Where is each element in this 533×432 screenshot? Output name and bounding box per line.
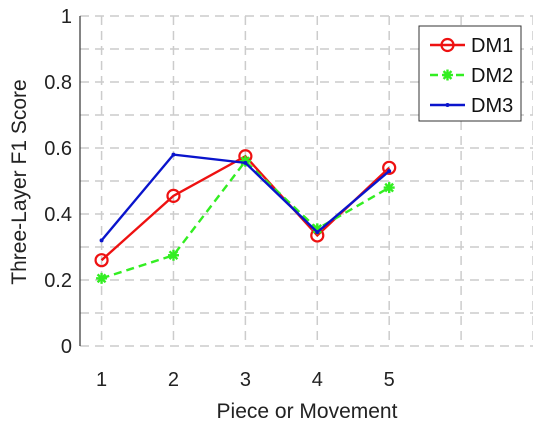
x-tick-label: 2 [168,369,179,391]
data-point [171,152,176,157]
y-tick-label: 0.2 [44,270,72,292]
series [94,149,397,284]
legend-label: DM1 [471,35,513,57]
data-point [315,230,320,235]
y-tick-label: 1 [61,6,72,28]
y-tick-label: 0.8 [44,72,72,94]
legend-marker [445,103,450,107]
legend-marker [442,69,453,81]
y-tick-label: 0.4 [44,204,72,226]
x-tick-label: 5 [384,369,395,391]
data-point [387,169,392,174]
data-point [99,238,104,243]
legend-label: DM2 [471,65,513,87]
y-axis-title: Three-Layer F1 Score [8,79,31,284]
x-tick-label: 4 [312,369,323,391]
data-point [96,272,108,284]
data-point [94,253,109,268]
data-point [167,249,179,261]
data-point [166,188,181,203]
data-point [382,160,397,175]
series-dm3 [99,152,392,243]
y-tick-label: 0 [61,336,72,358]
data-point [243,160,248,165]
x-tick-labels: 1 2 3 4 5 [96,369,395,391]
legend: DM1 DM2 DM3 [418,25,522,122]
x-axis-title: Piece or Movement [217,400,398,423]
y-tick-label: 0.6 [44,138,72,160]
legend-marker [440,37,455,53]
y-tick-labels: 0 0.2 0.4 0.6 0.8 1 [44,6,72,358]
data-point [383,182,395,194]
series-dm2 [96,155,395,284]
x-tick-label: 1 [96,369,107,391]
x-tick-label: 3 [240,369,251,391]
legend-label: DM3 [471,95,513,117]
